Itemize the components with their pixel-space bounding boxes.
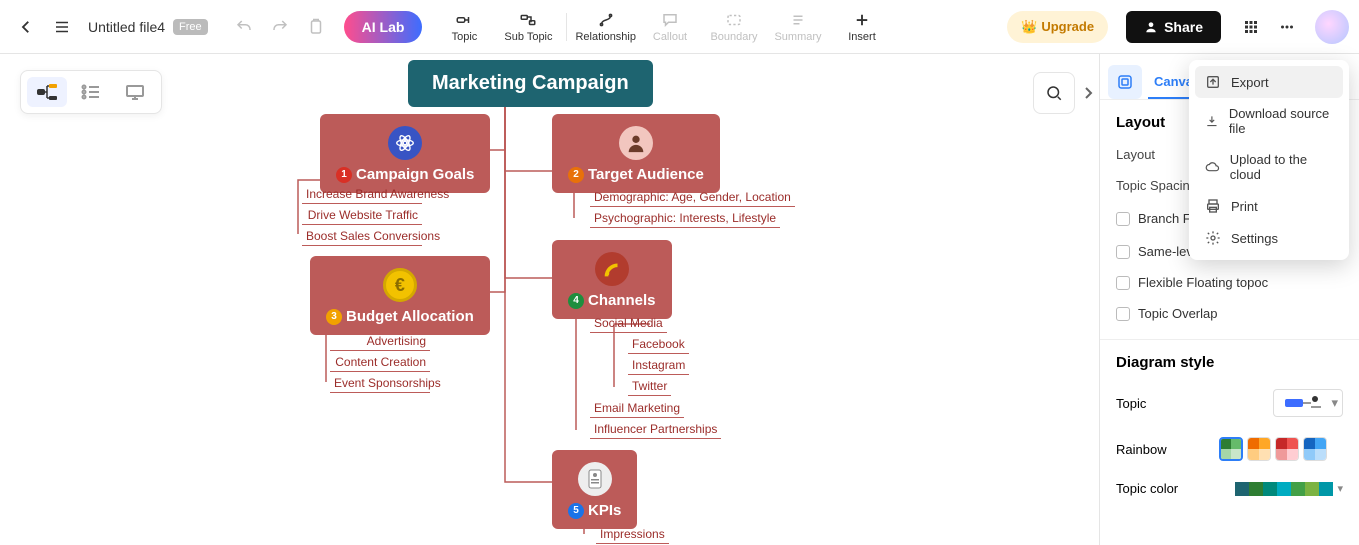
- color-swatch[interactable]: [1235, 482, 1249, 496]
- search-button[interactable]: [1033, 72, 1075, 114]
- file-title[interactable]: Untitled file4: [88, 19, 165, 35]
- menu-item-download[interactable]: Download source file: [1195, 98, 1343, 144]
- menu-item-cloud[interactable]: Upload to the cloud: [1195, 144, 1343, 190]
- leaf[interactable]: Psychographic: Interests, Lifestyle: [590, 209, 780, 228]
- branch-kpis[interactable]: 5KPIs: [552, 450, 637, 529]
- leaf[interactable]: Influencer Partnerships: [590, 420, 721, 439]
- connector-lines: [0, 54, 1099, 545]
- color-swatch[interactable]: [1249, 482, 1263, 496]
- topic-style-select[interactable]: ▾: [1273, 389, 1343, 417]
- more-icon[interactable]: [1271, 11, 1303, 43]
- color-swatch[interactable]: [1277, 482, 1291, 496]
- rainbow-swatch[interactable]: [1275, 437, 1299, 461]
- context-menu: ExportDownload source fileUpload to the …: [1189, 60, 1349, 260]
- ai-lab-button[interactable]: AI Lab: [344, 11, 423, 43]
- rainbow-swatches: [1219, 437, 1343, 461]
- leaf[interactable]: Instagram: [628, 356, 689, 375]
- summary-button[interactable]: Summary: [768, 3, 828, 51]
- undo-icon[interactable]: [228, 11, 260, 43]
- rainbow-label: Rainbow: [1116, 442, 1167, 457]
- avatar[interactable]: [1315, 10, 1349, 44]
- leaf[interactable]: Increase Brand Awareness: [302, 185, 422, 204]
- rainbow-swatch[interactable]: [1247, 437, 1271, 461]
- relationship-button[interactable]: Relationship: [575, 3, 636, 51]
- share-button[interactable]: Share: [1126, 11, 1221, 43]
- paste-icon[interactable]: [300, 11, 332, 43]
- leaf[interactable]: Advertising: [330, 332, 430, 351]
- check-flex-float[interactable]: Flexible Floating topoc: [1100, 267, 1359, 298]
- topic-color-label: Topic color: [1116, 481, 1178, 496]
- leaf[interactable]: Twitter: [628, 377, 671, 396]
- apps-icon[interactable]: [1235, 11, 1267, 43]
- leaf[interactable]: Impressions: [596, 525, 669, 544]
- color-swatch[interactable]: [1291, 482, 1305, 496]
- color-swatch[interactable]: [1263, 482, 1277, 496]
- insert-button[interactable]: Insert: [832, 3, 892, 51]
- branch-campaign-goals[interactable]: 1Campaign Goals: [320, 114, 490, 193]
- leaf[interactable]: Event Sponsorships: [330, 374, 430, 393]
- menu-item-export[interactable]: Export: [1195, 66, 1343, 98]
- branch-target-audience[interactable]: 2Target Audience: [552, 114, 720, 193]
- upgrade-button[interactable]: 👑Upgrade: [1007, 11, 1108, 43]
- menu-icon[interactable]: [46, 11, 78, 43]
- panel-collapse-icon[interactable]: [1079, 72, 1097, 114]
- rainbow-swatch[interactable]: [1219, 437, 1243, 461]
- leaf[interactable]: Facebook: [628, 335, 689, 354]
- leaf[interactable]: Boost Sales Conversions: [302, 227, 422, 246]
- color-swatch[interactable]: [1319, 482, 1333, 496]
- redo-icon[interactable]: [264, 11, 296, 43]
- boundary-button[interactable]: Boundary: [704, 3, 764, 51]
- color-swatch[interactable]: [1305, 482, 1319, 496]
- diagram-style-title: Diagram style: [1100, 340, 1359, 379]
- menu-item-print[interactable]: Print: [1195, 190, 1343, 222]
- rainbow-swatch[interactable]: [1303, 437, 1327, 461]
- tab-canvas-icon[interactable]: [1108, 65, 1142, 99]
- back-icon[interactable]: [10, 11, 42, 43]
- leaf[interactable]: Social Media: [590, 314, 667, 333]
- root-node[interactable]: Marketing Campaign: [408, 60, 653, 107]
- free-badge: Free: [173, 19, 208, 35]
- subtopic-button[interactable]: Sub Topic: [498, 3, 558, 51]
- topic-label: Topic: [1116, 396, 1146, 411]
- menu-item-settings[interactable]: Settings: [1195, 222, 1343, 254]
- topic-button[interactable]: Topic: [434, 3, 494, 51]
- topic-color-strip[interactable]: ▾: [1235, 482, 1343, 496]
- top-toolbar: Untitled file4 Free AI Lab Topic Sub Top…: [0, 0, 1359, 54]
- canvas[interactable]: Marketing Campaign 1Campaign Goals Incre…: [0, 54, 1099, 545]
- check-overlap[interactable]: Topic Overlap: [1100, 298, 1359, 329]
- branch-channels[interactable]: 4Channels: [552, 240, 672, 319]
- leaf[interactable]: Content Creation: [330, 353, 430, 372]
- callout-button[interactable]: Callout: [640, 3, 700, 51]
- leaf[interactable]: Email Marketing: [590, 399, 684, 418]
- leaf[interactable]: Drive Website Traffic: [302, 206, 422, 225]
- leaf[interactable]: Demographic: Age, Gender, Location: [590, 188, 795, 207]
- branch-budget[interactable]: € 3Budget Allocation: [310, 256, 490, 335]
